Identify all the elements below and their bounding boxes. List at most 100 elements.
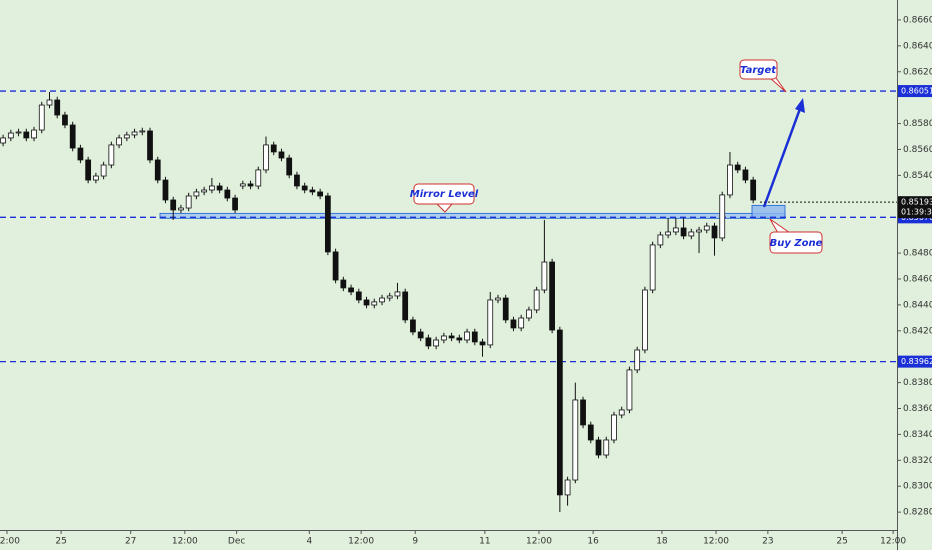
- candle-body: [448, 335, 455, 339]
- candle-body: [123, 134, 130, 139]
- x-tick-label: Dec: [228, 537, 245, 547]
- callout-pointer: [436, 203, 453, 213]
- candle-body: [595, 439, 602, 456]
- candle-body: [139, 130, 146, 133]
- candle-body: [433, 339, 440, 347]
- candle-body: [487, 299, 494, 346]
- candle-body: [294, 174, 300, 187]
- candle-body: [147, 130, 153, 161]
- x-tick-label: 4: [306, 537, 312, 547]
- candle-body: [379, 297, 385, 303]
- candle-body: [309, 189, 316, 193]
- candle-body: [580, 399, 586, 426]
- candle-body: [278, 151, 285, 159]
- x-tick-label: 18: [656, 537, 668, 547]
- callout-box: [769, 231, 823, 254]
- candle-body: [456, 337, 463, 341]
- candle-body: [688, 231, 695, 237]
- candle-body: [696, 229, 702, 233]
- candle-body: [417, 331, 424, 339]
- candle-body: [711, 225, 718, 239]
- x-tick-label: 12:00: [0, 537, 20, 547]
- target-arrow: [762, 105, 803, 208]
- candle-body: [742, 169, 749, 181]
- candle-body: [93, 175, 99, 181]
- candle-body: [564, 479, 571, 496]
- countdown: 01:39:31: [901, 208, 932, 217]
- candle-body: [611, 414, 617, 441]
- candle-body: [626, 369, 633, 411]
- arrow-head: [795, 98, 805, 113]
- buy-zone: [751, 204, 786, 219]
- candle-body: [603, 439, 610, 456]
- candle-body: [672, 227, 679, 233]
- candle-body: [162, 179, 169, 201]
- callout-box: [413, 183, 475, 205]
- callout-pointer: [769, 218, 791, 234]
- candle-body: [100, 164, 107, 177]
- x-tick-label: 25: [836, 537, 847, 547]
- candle-body: [7, 132, 14, 139]
- candle-body: [23, 131, 30, 139]
- candle-body: [54, 99, 61, 116]
- candle-body: [410, 319, 416, 333]
- candle-body: [255, 169, 262, 187]
- candle-body: [479, 341, 486, 346]
- target-note: Target: [740, 65, 777, 76]
- candle-body: [402, 291, 409, 321]
- candle-body: [750, 179, 757, 201]
- candle-body: [649, 244, 656, 291]
- x-tick-label: 12:00: [526, 537, 552, 547]
- x-tick-label: 12:00: [172, 537, 198, 547]
- candle-body: [502, 297, 509, 321]
- x-tick-label: 12:00: [348, 537, 374, 547]
- candle-body: [31, 129, 37, 139]
- x-tick-label: 11: [479, 537, 490, 547]
- level-tag: [898, 355, 932, 368]
- candle-body: [727, 164, 733, 196]
- candle-body: [178, 207, 184, 211]
- candle-body: [355, 291, 362, 301]
- candle-body: [526, 309, 532, 319]
- candle-body: [15, 131, 22, 134]
- candle-body: [734, 164, 741, 171]
- candle-body: [131, 131, 138, 136]
- candle-body: [363, 299, 370, 306]
- candle-body: [371, 301, 378, 306]
- candle-body: [116, 137, 122, 146]
- candle-body: [386, 295, 393, 299]
- callout-pointer: [769, 77, 787, 93]
- candle-body: [170, 199, 177, 211]
- candle-body: [618, 409, 625, 416]
- candle-body: [642, 289, 648, 351]
- x-tick-label: 12:00: [880, 537, 906, 547]
- candle-body: [533, 289, 540, 311]
- candle-body: [201, 189, 208, 193]
- candle-body: [69, 124, 76, 149]
- level-label: 0.86051: [901, 87, 932, 96]
- candle-body: [301, 185, 308, 191]
- candle-body: [0, 137, 6, 144]
- candle-body: [510, 319, 517, 329]
- y-tick-label: 0.82800: [903, 508, 932, 518]
- candle-body: [38, 104, 45, 131]
- candle-body: [394, 291, 401, 297]
- candle-body: [425, 337, 432, 347]
- buy-zone-note: Buy Zone: [770, 238, 823, 249]
- candle-body: [541, 261, 548, 291]
- candle-body: [665, 231, 671, 236]
- level-tag: [898, 85, 932, 98]
- x-tick-label: 27: [125, 537, 136, 547]
- candle-body: [209, 185, 215, 191]
- x-tick-label: 25: [55, 537, 66, 547]
